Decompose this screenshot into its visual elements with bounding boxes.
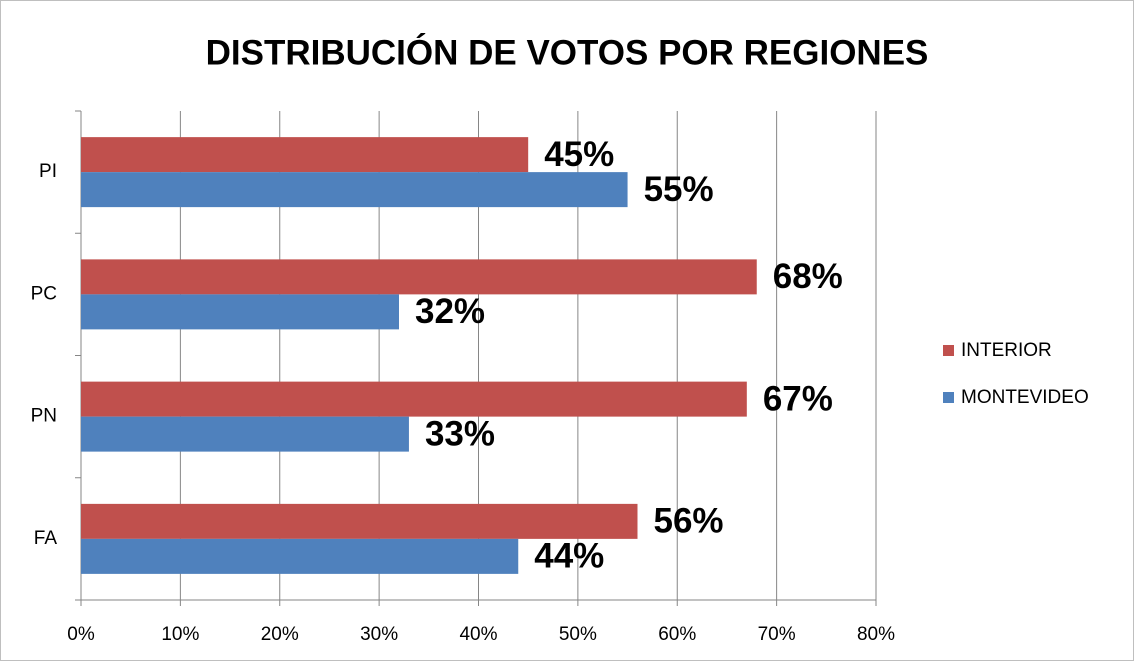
bar — [81, 294, 399, 330]
x-tick-label: 20% — [261, 624, 299, 645]
x-tick-label: 80% — [857, 624, 895, 645]
y-tick-label: PC — [31, 283, 57, 304]
data-label: 45% — [544, 135, 614, 174]
x-tick-label: 60% — [658, 624, 696, 645]
bar — [81, 381, 747, 417]
data-label: 67% — [763, 379, 833, 418]
data-label: 44% — [534, 537, 604, 576]
bar — [81, 259, 757, 295]
x-tick-label: 0% — [67, 624, 95, 645]
chart-title: DISTRIBUCIÓN DE VOTOS POR REGIONES — [206, 32, 929, 72]
y-tick-label: PI — [39, 161, 57, 182]
bar — [81, 503, 638, 539]
bar — [81, 538, 519, 574]
y-tick-label: FA — [34, 528, 58, 549]
bar — [81, 172, 628, 208]
x-tick-label: 70% — [758, 624, 796, 645]
x-tick-label: 40% — [459, 624, 497, 645]
data-label: 32% — [415, 292, 485, 331]
y-tick-label: PN — [31, 406, 57, 427]
legend-label: INTERIOR — [961, 340, 1052, 361]
x-tick-label: 30% — [360, 624, 398, 645]
legend-swatch — [943, 392, 954, 403]
data-label: 55% — [644, 170, 714, 209]
x-tick-label: 10% — [161, 624, 199, 645]
data-label: 33% — [425, 414, 495, 453]
bar — [81, 416, 409, 452]
x-tick-label: 50% — [559, 624, 597, 645]
bar — [81, 137, 529, 173]
data-label: 68% — [773, 257, 843, 296]
legend-label: MONTEVIDEO — [961, 387, 1089, 408]
legend-swatch — [943, 345, 954, 356]
data-label: 56% — [654, 502, 724, 541]
